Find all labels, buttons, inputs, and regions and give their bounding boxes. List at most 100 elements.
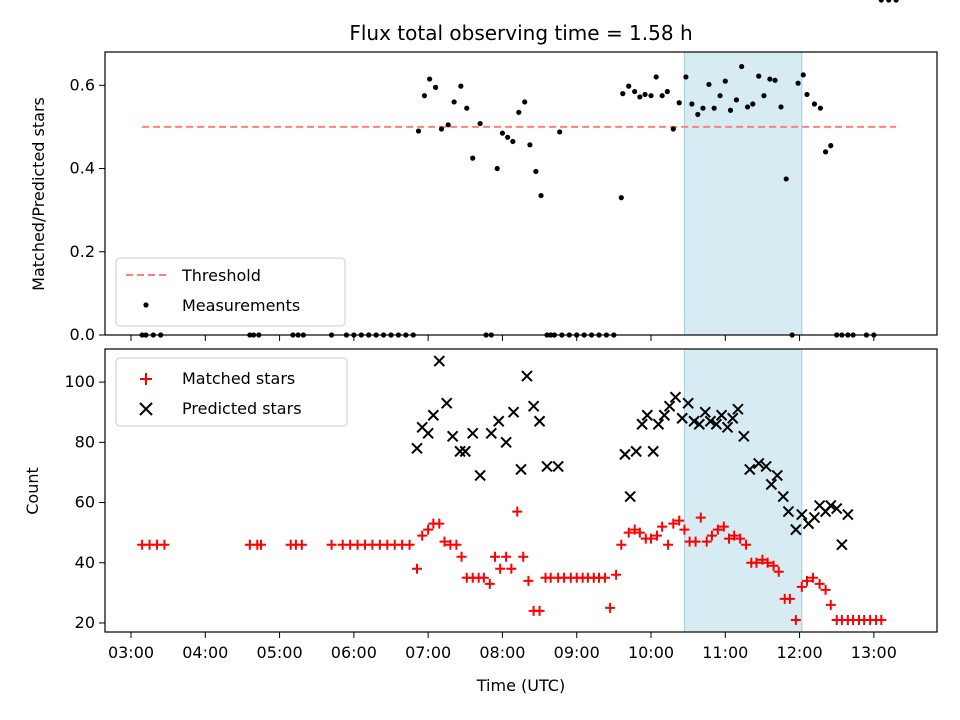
x-tick-label: 11:00 [702, 643, 748, 662]
matched-star-marker [634, 527, 645, 538]
measurement-point [739, 63, 745, 70]
matched-star-marker [762, 557, 773, 568]
predicted-star-marker [782, 505, 795, 518]
legend-matched-label: Matched stars [182, 369, 295, 388]
matched-star-marker [623, 527, 634, 538]
measurement-point [722, 78, 728, 84]
matched-star-marker [478, 572, 489, 583]
matched-star-marker [802, 575, 812, 586]
matched-star-marker [326, 539, 337, 550]
bottom-y-tick-label: 80 [75, 432, 95, 451]
measurement-point [767, 76, 773, 82]
top-y-ticks: 0.0 0.2 0.4 0.6 [70, 75, 105, 344]
predicted-star-marker [441, 397, 453, 409]
matched-star-marker [439, 536, 450, 547]
measurement-point [522, 99, 528, 105]
matched-star-marker [651, 530, 662, 541]
legend-predicted-swatch [139, 402, 153, 416]
matched-star-marker [404, 539, 415, 550]
measurement-point [828, 143, 834, 149]
measurement-point [706, 81, 712, 88]
measurement-point [783, 176, 789, 182]
predicted-star-marker [710, 418, 723, 430]
top-y-tick-label: 0.4 [70, 159, 95, 178]
matched-star-marker [451, 539, 462, 550]
measurement-point [527, 142, 533, 148]
measurement-point [516, 109, 522, 115]
measurement-point [817, 105, 823, 111]
measurement-point [477, 120, 483, 127]
predicted-star-marker [459, 445, 471, 458]
predicted-star-markers [412, 356, 854, 551]
predicted-star-marker [777, 490, 789, 503]
matched-star-marker [814, 578, 825, 589]
measurement-point [800, 72, 806, 78]
legend-measurements-label: Measurements [182, 296, 300, 315]
top-y-axis-label: Matched/Predicted stars [29, 97, 48, 291]
matched-star-marker [490, 551, 500, 562]
predicted-star-marker [790, 523, 802, 536]
measurement-point [620, 91, 626, 97]
matched-star-marker [706, 530, 717, 541]
x-tick-label: 07:00 [405, 643, 451, 662]
matched-star-marker [741, 539, 752, 550]
matched-star-marker [695, 512, 706, 523]
x-tick-label: 03:00 [108, 643, 154, 662]
matched-star-marker [790, 614, 801, 625]
bottom-y-tick-label: 20 [75, 613, 95, 632]
legend-predicted-label: Predicted stars [182, 399, 302, 418]
matched-star-marker [663, 539, 674, 550]
predicted-star-marker [636, 418, 648, 430]
measurement-point [470, 155, 476, 161]
measurement-point [878, 0, 884, 3]
x-tick-label: 10:00 [628, 643, 674, 662]
predicted-star-marker [663, 400, 676, 412]
matched-star-marker [729, 530, 740, 541]
predicted-star-marker [493, 415, 505, 427]
measurement-point [494, 165, 500, 172]
measurement-point [778, 104, 784, 110]
matched-star-marker [657, 521, 668, 532]
measurement-point [811, 101, 818, 107]
predicted-star-marker [515, 463, 527, 476]
predicted-star-marker [647, 445, 659, 458]
predicted-star-marker [474, 469, 486, 482]
matched-star-marker [751, 557, 762, 568]
measurement-point [700, 105, 706, 111]
matched-star-marker [417, 530, 428, 541]
measurement-point [795, 80, 801, 86]
measurement-point [538, 192, 544, 199]
measurement-point [458, 83, 464, 89]
x-axis-label: Time (UTC) [476, 676, 565, 695]
measurement-point [533, 168, 539, 175]
predicted-star-marker [669, 391, 682, 403]
matched-star-marker [712, 524, 723, 535]
measurement-point [451, 99, 457, 105]
matched-star-marker [534, 605, 545, 616]
predicted-star-marker [808, 511, 821, 524]
predicted-star-marker [842, 508, 854, 521]
measurement-point [505, 134, 511, 140]
predicted-star-marker [693, 418, 705, 430]
top-y-tick-label: 0.2 [70, 242, 95, 261]
predicted-star-marker [630, 445, 642, 458]
measurement-point [642, 91, 648, 98]
bottom-y-axis-label: Count [23, 467, 42, 515]
measurement-point [695, 111, 701, 118]
measurement-point [822, 149, 829, 155]
matched-star-markers [137, 507, 887, 625]
predicted-star-marker [744, 463, 756, 476]
measurement-point [727, 107, 734, 113]
matched-star-marker [599, 572, 610, 583]
top-panel: 0.0 0.2 0.4 0.6 Matched/Predicted stars Thr… [29, 0, 938, 344]
x-tick-label: 09:00 [554, 643, 600, 662]
top-legend: Threshold Measurements [115, 257, 346, 327]
predicted-star-marker [765, 478, 778, 491]
predicted-star-marker [682, 397, 694, 409]
matched-star-marker [523, 575, 534, 586]
predicted-star-marker [507, 406, 520, 418]
predicted-star-marker [836, 538, 848, 551]
measurement-point [761, 93, 767, 99]
matched-star-marker [629, 524, 640, 535]
